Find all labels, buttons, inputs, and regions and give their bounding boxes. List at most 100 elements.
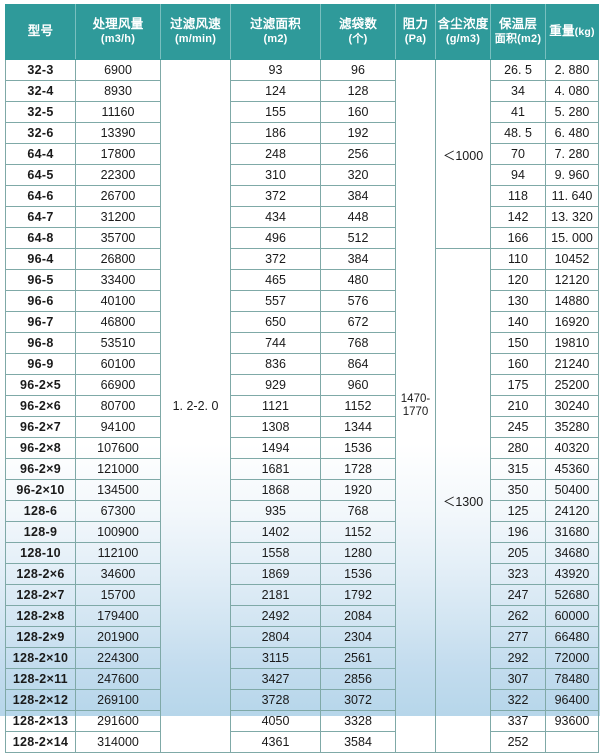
cell-bag-count: 1536 <box>320 437 396 459</box>
cell-bag-count: 384 <box>320 185 396 207</box>
cell-dust-concentration-upper: ＜1000 <box>435 59 491 249</box>
cell-model: 96-2×6 <box>5 395 76 417</box>
cell-bag-count: 768 <box>320 500 396 522</box>
cell-filter-area: 372 <box>230 185 321 207</box>
cell-model: 64-7 <box>5 206 76 228</box>
cell-airflow: 67300 <box>75 500 161 522</box>
cell-bag-count: 2561 <box>320 647 396 669</box>
column-header-model-label: 型号 <box>27 24 54 39</box>
cell-bag-count: 960 <box>320 374 396 396</box>
cell-filter-area: 935 <box>230 500 321 522</box>
cell-airflow: 6900 <box>75 59 161 81</box>
cell-weight: 93600 <box>545 710 599 732</box>
cell-weight: 52680 <box>545 584 599 606</box>
cell-weight: 40320 <box>545 437 599 459</box>
cell-model: 96-4 <box>5 248 76 270</box>
cell-filter-area: 1868 <box>230 479 321 501</box>
cell-insulation-area: 245 <box>490 416 546 438</box>
cell-bag-count: 1728 <box>320 458 396 480</box>
cell-bag-count: 1920 <box>320 479 396 501</box>
table-row: 96-7 46800 650 672 140 16920 <box>5 311 599 333</box>
cell-airflow: 224300 <box>75 647 161 669</box>
cell-insulation-area: 166 <box>490 227 546 249</box>
cell-filter-area: 836 <box>230 353 321 375</box>
cell-insulation-area: 118 <box>490 185 546 207</box>
table-row: 128-6 67300 935 768 125 24120 <box>5 500 599 522</box>
cell-weight: 12120 <box>545 269 599 291</box>
table-row: 128-9 100900 1402 1152 196 31680 <box>5 521 599 543</box>
cell-insulation-area: 140 <box>490 311 546 333</box>
cell-weight: 45360 <box>545 458 599 480</box>
cell-filter-area: 186 <box>230 122 321 144</box>
table-row: 128-2×8 179400 2492 2084 262 60000 <box>5 605 599 627</box>
cell-insulation-area: 120 <box>490 269 546 291</box>
cell-insulation-area: 150 <box>490 332 546 354</box>
table-row: 96-2×8 107600 1494 1536 280 40320 <box>5 437 599 459</box>
cell-insulation-area: 125 <box>490 500 546 522</box>
column-header-weight-label: 重量 <box>549 24 575 39</box>
column-header-filter-velocity-label: 过滤风速 <box>170 17 221 32</box>
cell-airflow: 314000 <box>75 731 161 753</box>
cell-airflow: 134500 <box>75 479 161 501</box>
cell-airflow: 26700 <box>75 185 161 207</box>
cell-filter-area: 2804 <box>230 626 321 648</box>
cell-bag-count: 128 <box>320 80 396 102</box>
cell-insulation-area: 94 <box>490 164 546 186</box>
cell-bag-count: 3584 <box>320 731 396 753</box>
cell-weight: 21240 <box>545 353 599 375</box>
cell-model: 96-2×7 <box>5 416 76 438</box>
cell-airflow: 100900 <box>75 521 161 543</box>
resistance-line-2: 1770 <box>402 406 429 418</box>
cell-weight: 16920 <box>545 311 599 333</box>
cell-weight: 15. 000 <box>545 227 599 249</box>
cell-filter-area: 248 <box>230 143 321 165</box>
cell-airflow: 201900 <box>75 626 161 648</box>
column-header-filter-velocity: 过滤风速 (m/min) <box>160 4 231 60</box>
cell-model: 128-2×6 <box>5 563 76 585</box>
cell-weight: 13. 320 <box>545 206 599 228</box>
column-header-airflow-label: 处理风量 <box>92 17 144 32</box>
cell-insulation-area: 34 <box>490 80 546 102</box>
cell-filter-area: 929 <box>230 374 321 396</box>
specification-table: 型号 处理风量 (m3/h) 过滤风速 (m/min) 过滤面积 (m2) 滤袋… <box>5 4 599 753</box>
cell-bag-count: 2084 <box>320 605 396 627</box>
cell-airflow: 269100 <box>75 689 161 711</box>
cell-filter-area: 465 <box>230 269 321 291</box>
table-row: 96-8 53510 744 768 150 19810 <box>5 332 599 354</box>
cell-filter-area: 1494 <box>230 437 321 459</box>
cell-insulation-area: 280 <box>490 437 546 459</box>
cell-filter-area: 93 <box>230 59 321 81</box>
table-row: 64-6 26700 372 384 118 11. 640 <box>5 185 599 207</box>
table-row: 32-3 6900 1. 2-2. 0 93 96 1470- 1770 ＜1000 26. 5… <box>5 59 599 753</box>
table-body: 32-3 6900 1. 2-2. 0 93 96 1470- 1770 ＜1000 26. 5… <box>5 59 599 753</box>
table-row: 128-2×12 269100 3728 3072 322 96400 <box>5 689 599 711</box>
table-row: 32-5 11160 155 160 41 5. 280 <box>5 101 599 123</box>
cell-weight: 11. 640 <box>545 185 599 207</box>
cell-filter-area: 1869 <box>230 563 321 585</box>
cell-airflow: 22300 <box>75 164 161 186</box>
cell-filter-area: 2181 <box>230 584 321 606</box>
cell-bag-count: 3328 <box>320 710 396 732</box>
cell-dust-concentration-lower: ＜1300 <box>435 248 491 753</box>
cell-weight: 25200 <box>545 374 599 396</box>
table-row: 96-2×6 80700 1121 1152 210 30240 <box>5 395 599 417</box>
cell-bag-count: 448 <box>320 206 396 228</box>
cell-model: 96-8 <box>5 332 76 354</box>
cell-airflow: 291600 <box>75 710 161 732</box>
table-row: 96-2×9 121000 1681 1728 315 45360 <box>5 458 599 480</box>
resistance-line-1: 1470- <box>400 392 431 405</box>
cell-weight: 19810 <box>545 332 599 354</box>
cell-weight: 72000 <box>545 647 599 669</box>
cell-model: 128-2×10 <box>5 647 76 669</box>
cell-filter-area: 496 <box>230 227 321 249</box>
cell-filter-velocity: 1. 2-2. 0 <box>160 59 231 753</box>
cell-weight: 96400 <box>545 689 599 711</box>
column-header-filter-area: 过滤面积 (m2) <box>230 4 321 60</box>
cell-insulation-area: 70 <box>490 143 546 165</box>
column-header-filter-velocity-unit: (m/min) <box>174 32 217 45</box>
column-header-dust-concentration-label: 含尘浓度 <box>437 17 489 32</box>
cell-model: 128-2×8 <box>5 605 76 627</box>
table-row: 128-2×7 15700 2181 1792 247 52680 <box>5 584 599 606</box>
cell-resistance: 1470- 1770 <box>395 59 436 753</box>
column-header-bag-count: 滤袋数 (个) <box>320 4 396 60</box>
